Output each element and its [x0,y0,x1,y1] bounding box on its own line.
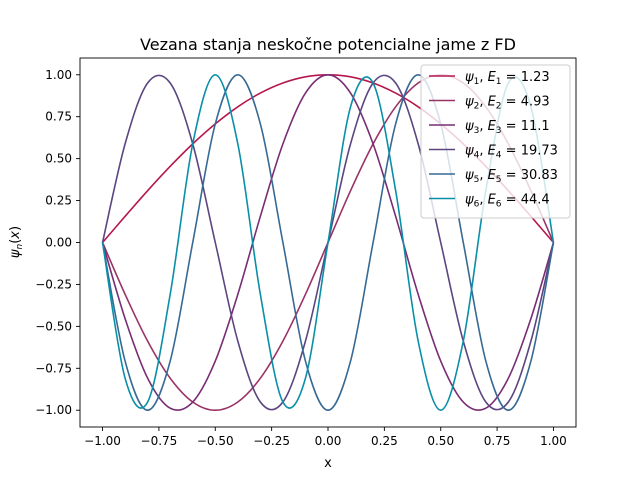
legend-label-3: ψ3, E3 = 11.1 [465,119,550,136]
y-axis-label-text: ψ [8,249,23,258]
y-tick-label: 0.00 [45,236,72,250]
legend-label-1: ψ1, E1 = 1.23 [465,70,550,87]
y-tick-label: −0.50 [35,319,72,333]
y-tick-label: 0.75 [45,110,72,124]
x-tick-label: −1.00 [84,434,121,448]
legend-label-4: ψ4, E4 = 19.73 [465,144,558,161]
legend-box [420,64,571,219]
legend-label-6: ψ6, E6 = 44.4 [465,193,550,210]
y-tick-label: 0.25 [45,194,72,208]
y-axis-label-sub: n [15,244,25,250]
legend-label-5: ψ5, E5 = 30.83 [465,168,558,185]
x-tick-label: −0.25 [253,434,290,448]
legend: ψ1, E1 = 1.23 ψ2, E2 = 4.93 ψ3, E3 = 11.1 ψ… [420,64,571,219]
series-line-3 [101,73,555,411]
y-tick-label: −0.25 [35,277,72,291]
x-tick-label: 0.25 [371,434,398,448]
x-tick-label: −0.50 [197,434,234,448]
x-tick-label: 0.75 [484,434,511,448]
y-tick-label: −0.75 [35,361,72,375]
series-line-5 [101,73,555,412]
x-tick-label: 0.50 [427,434,454,448]
y-tick-label: −1.00 [35,403,72,417]
y-axis-label-arg: (x) [8,226,23,244]
y-tick-label: 1.00 [45,68,72,82]
legend-label-2: ψ2, E2 = 4.93 [465,95,550,112]
x-tick-label: 0.00 [315,434,342,448]
plot-area: −1.00 −0.75 −0.50 −0.25 0.00 0.25 0.50 0.75 1.00… [35,57,577,448]
series-line-6 [101,73,555,412]
x-tick-label: −0.75 [141,434,178,448]
chart-title: Vezana stanja neskočne potencialne jame … [140,35,516,54]
y-axis-label: ψn(x) [8,226,25,258]
x-axis-label: x [324,456,332,471]
x-tick-label: 1.00 [540,434,567,448]
y-tick-label: 0.50 [45,152,72,166]
